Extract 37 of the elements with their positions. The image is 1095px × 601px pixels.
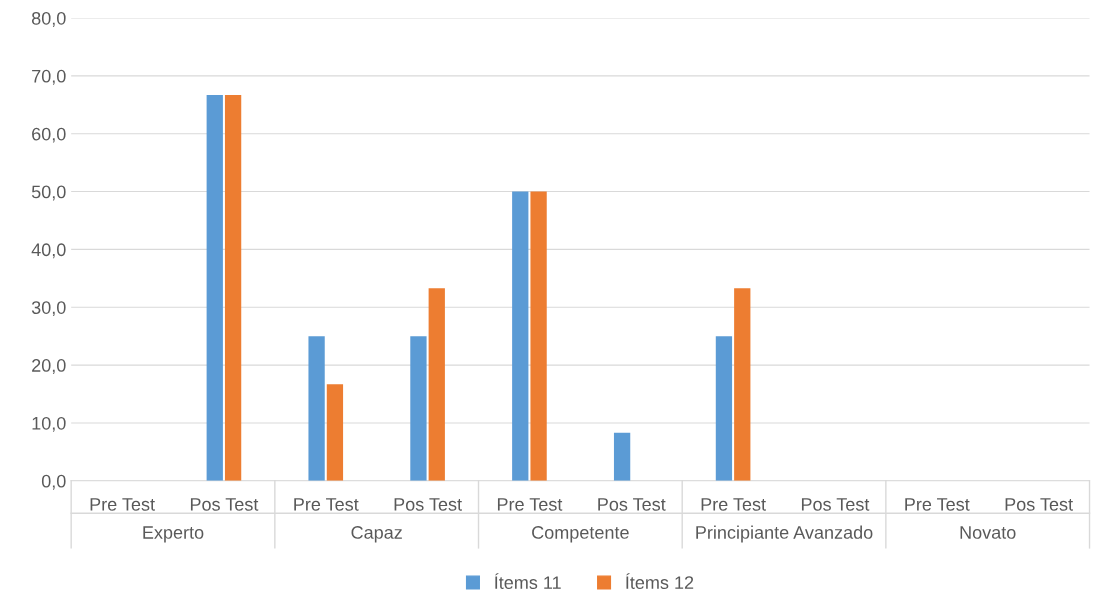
text: Novato [960, 526, 1016, 539]
legend-label: Ítems 11 [494, 573, 561, 589]
y-tick-label: 30,0 [31, 301, 66, 317]
x-tick-label: Pos Test [394, 498, 462, 511]
bar [530, 191, 547, 481]
text: Competente [532, 526, 629, 543]
x-tick-label: Pre Test [497, 498, 563, 511]
x-tick-label: Pre Test [294, 498, 359, 511]
bar [715, 336, 733, 481]
y-tick-label: 10,0 [32, 416, 66, 432]
y-tick-label: 40,0 [31, 243, 66, 259]
bar [734, 288, 751, 481]
bar [224, 94, 242, 481]
bar [308, 336, 325, 481]
y-tick-label: 50,0 [31, 185, 66, 201]
text: Experto [143, 526, 204, 543]
y-tick-label: 0,0 [41, 474, 66, 490]
legend-label: Ítems 12 [626, 573, 694, 589]
x-tick-label: Pos Test [801, 498, 870, 511]
text: Principiante Avanzado [696, 525, 873, 543]
bar [512, 191, 529, 481]
y-tick-label: 60,0 [32, 127, 66, 143]
y-tick-label: 80,0 [31, 11, 66, 27]
bar [613, 432, 631, 481]
x-tick-label: Pos Test [190, 498, 259, 511]
text: Capaz [351, 526, 402, 543]
x-tick-label: Pos Test [1005, 498, 1073, 511]
bar [206, 94, 223, 481]
bar [326, 384, 344, 481]
bar [428, 288, 445, 481]
x-tick-label: Pre Test [90, 498, 155, 511]
x-tick-label: Pre Test [701, 498, 766, 511]
bar [410, 336, 427, 481]
y-tick-label: 70,0 [32, 69, 66, 85]
x-tick-label: Pos Test [598, 498, 666, 511]
y-tick-label: 20,0 [32, 359, 66, 374]
x-tick-label: Pre Test [905, 498, 970, 511]
